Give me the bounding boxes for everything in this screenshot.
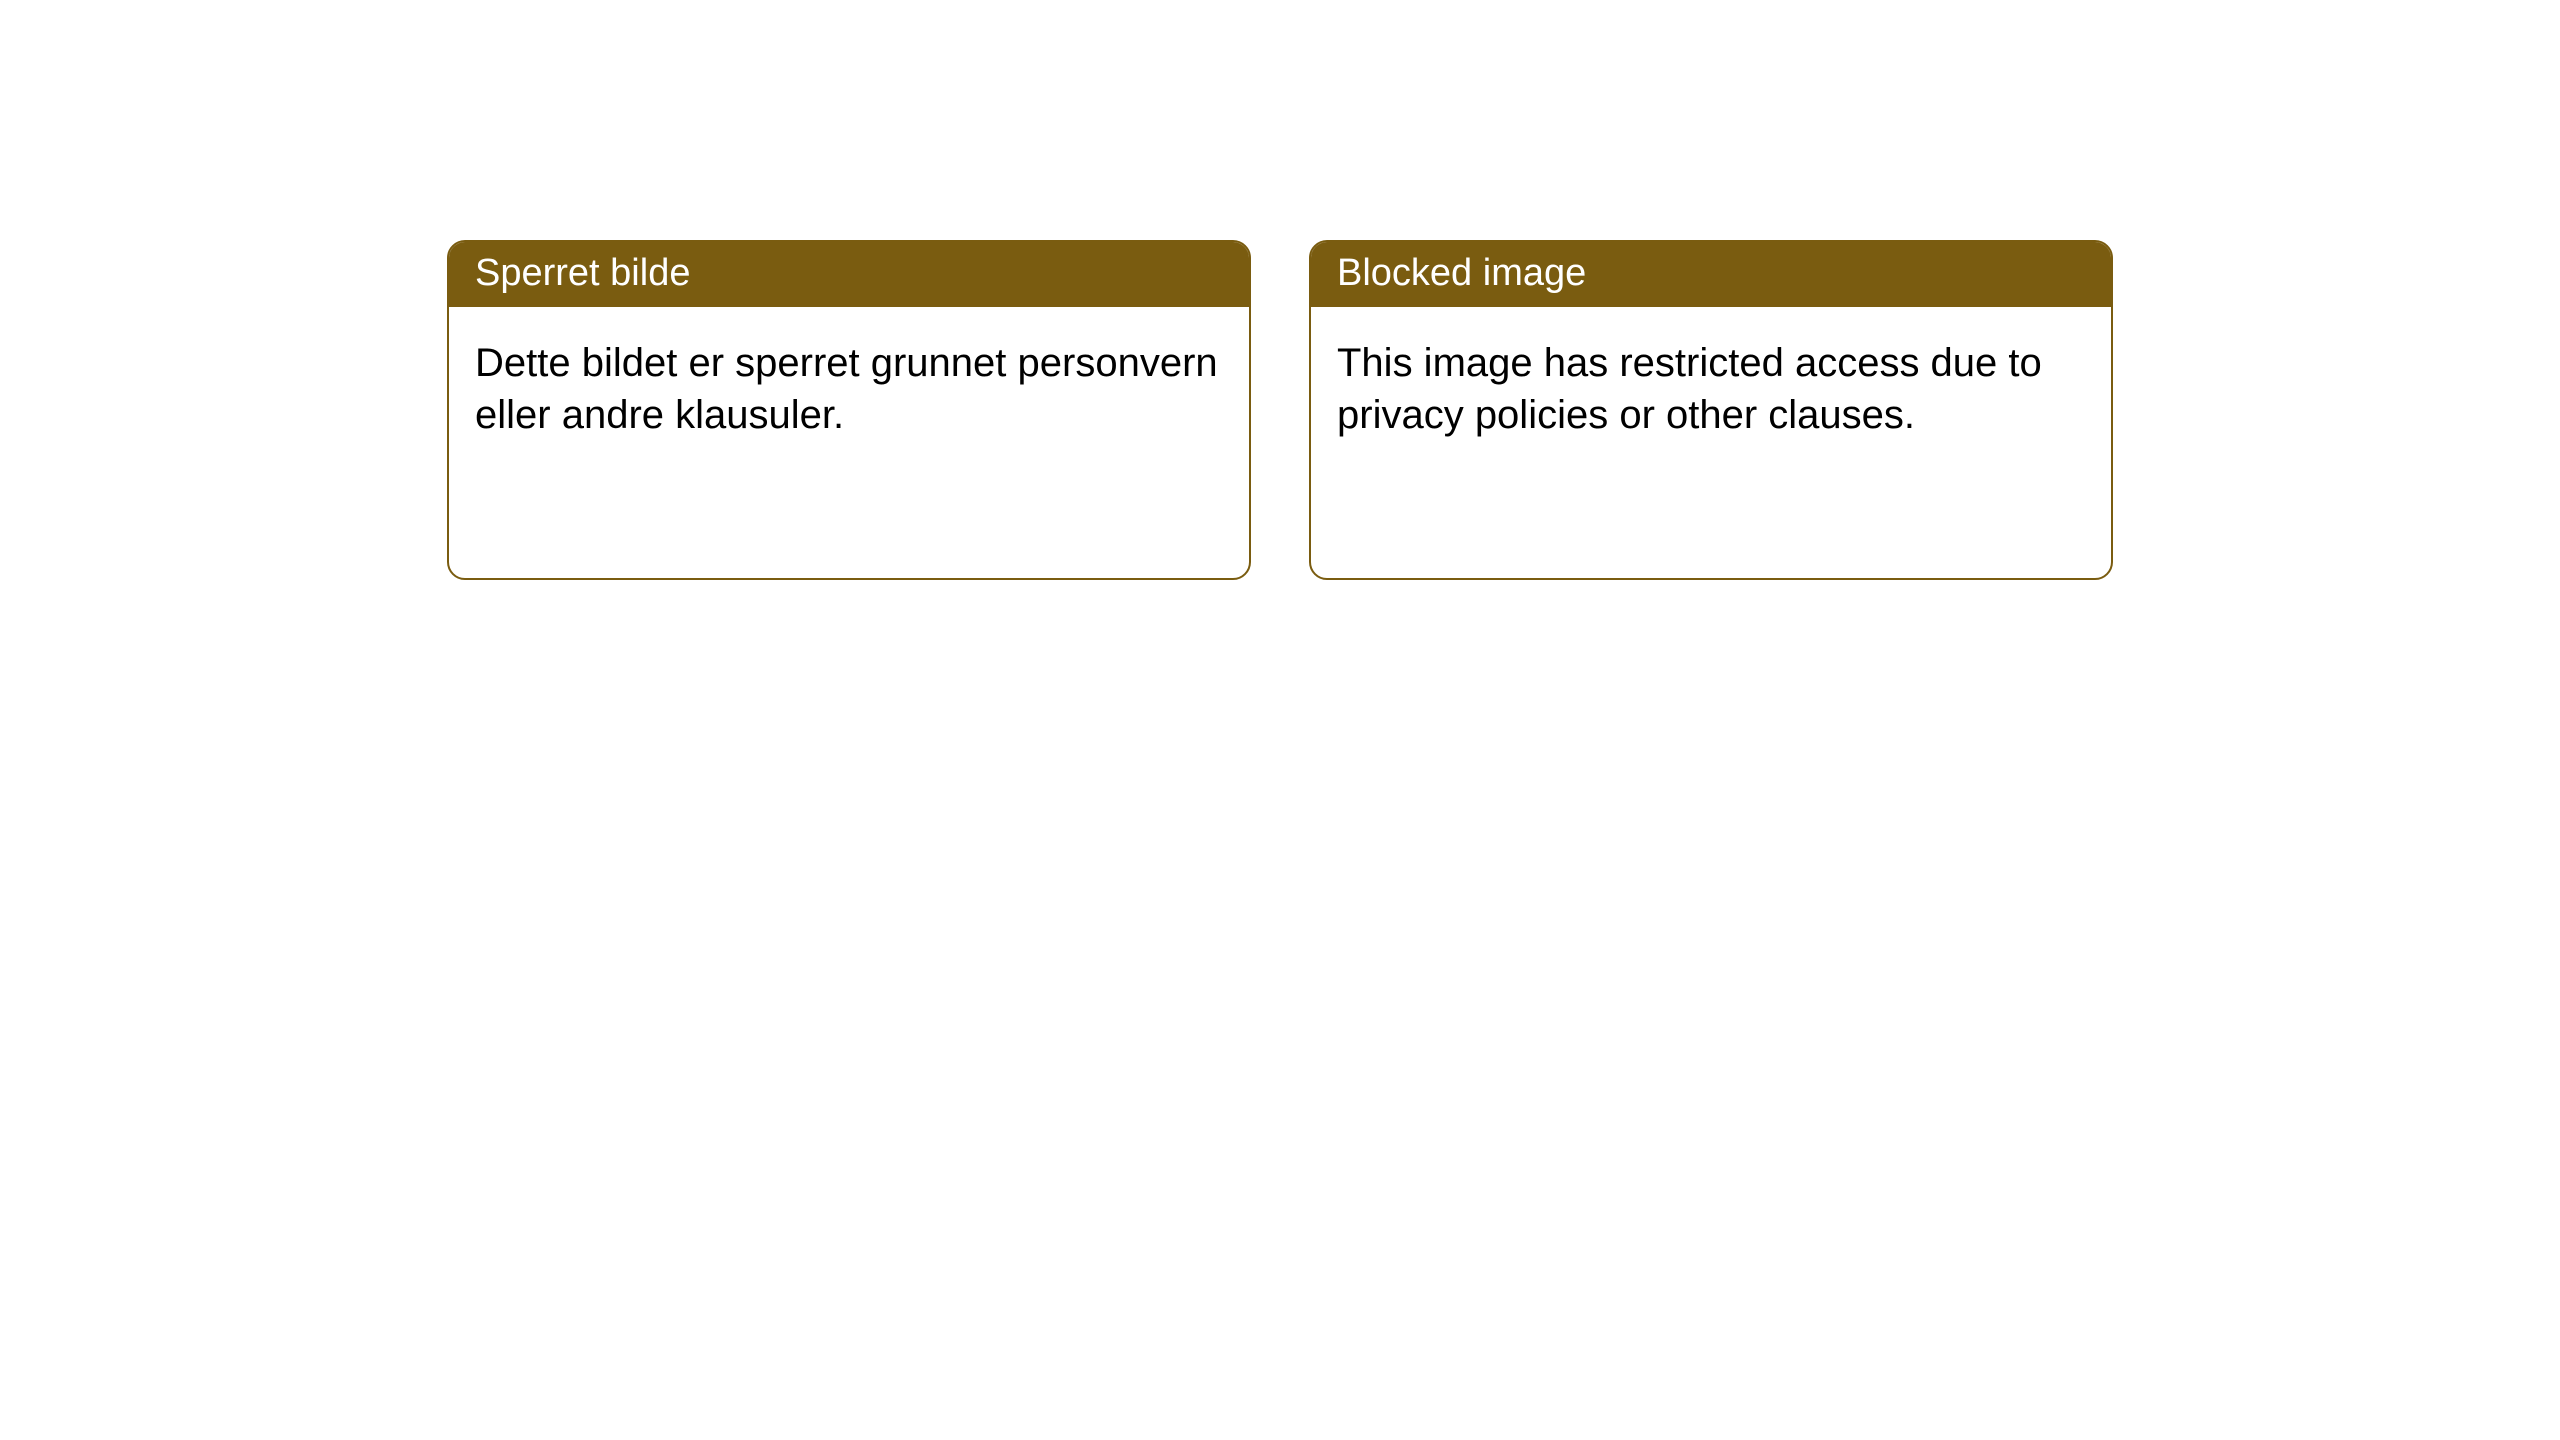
notice-header: Blocked image <box>1311 242 2111 307</box>
notice-body: This image has restricted access due to … <box>1311 307 2111 471</box>
notice-text: Dette bildet er sperret grunnet personve… <box>475 341 1218 437</box>
notice-container: Sperret bilde Dette bildet er sperret gr… <box>447 240 2113 580</box>
notice-header: Sperret bilde <box>449 242 1249 307</box>
notice-title: Sperret bilde <box>475 252 690 294</box>
notice-body: Dette bildet er sperret grunnet personve… <box>449 307 1249 471</box>
notice-text: This image has restricted access due to … <box>1337 341 2042 437</box>
notice-card-norwegian: Sperret bilde Dette bildet er sperret gr… <box>447 240 1251 580</box>
notice-title: Blocked image <box>1337 252 1586 294</box>
notice-card-english: Blocked image This image has restricted … <box>1309 240 2113 580</box>
